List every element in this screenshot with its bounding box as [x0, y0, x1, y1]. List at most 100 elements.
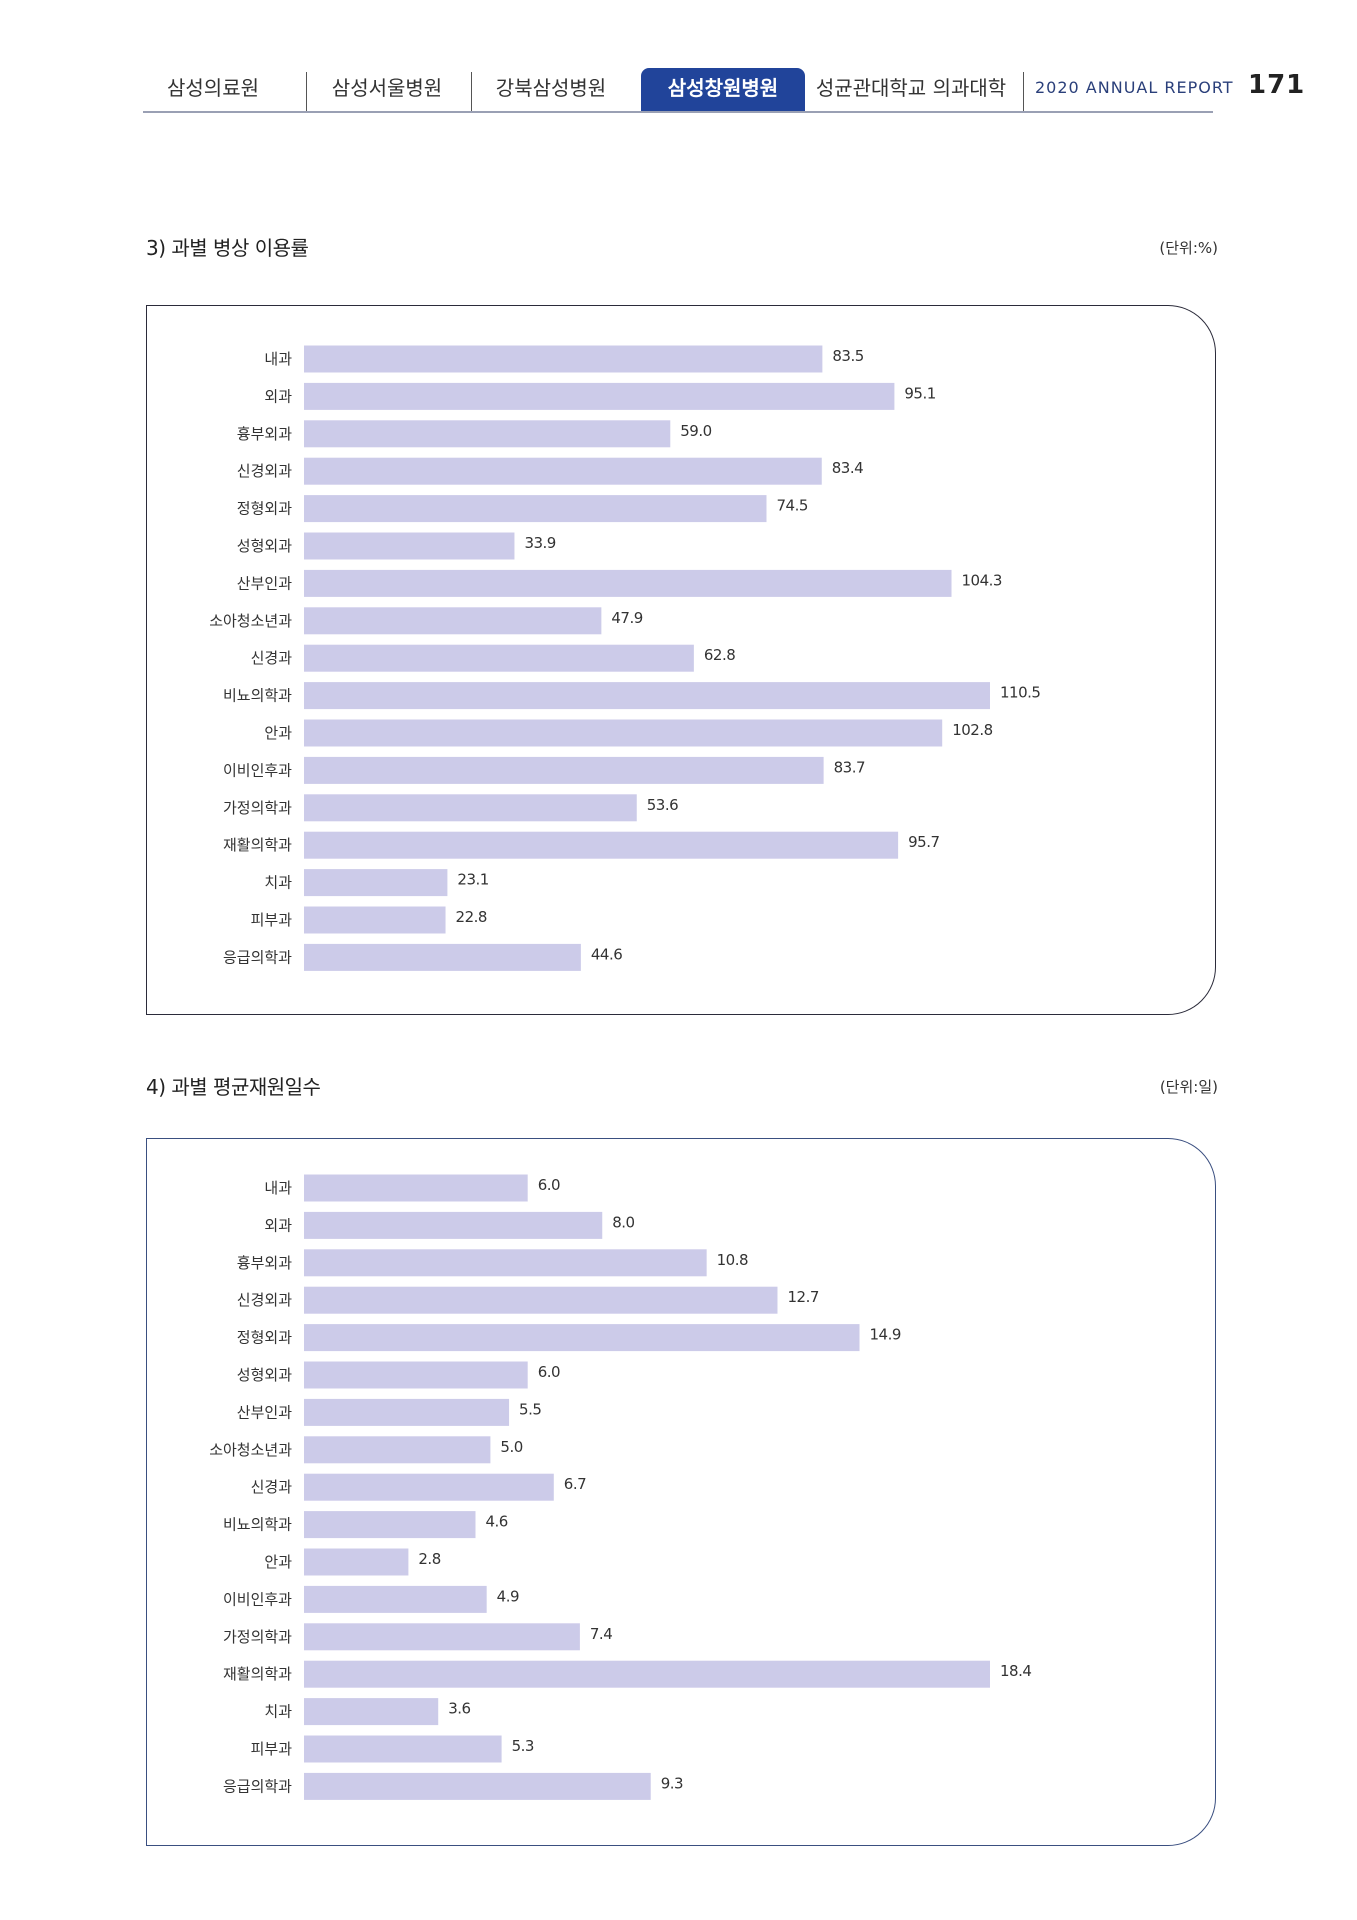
- bar: [304, 1361, 528, 1389]
- category-label: 안과: [264, 1553, 292, 1571]
- value-label: 83.7: [834, 758, 865, 776]
- bar: [304, 1735, 502, 1763]
- bar: [304, 1511, 476, 1539]
- value-label: 74.5: [777, 497, 808, 515]
- category-label: 가정의학과: [223, 799, 292, 817]
- category-label: 외과: [264, 1216, 292, 1234]
- bar: [304, 644, 694, 672]
- value-label: 9.3: [661, 1774, 683, 1792]
- value-label: 2.8: [418, 1550, 440, 1568]
- category-label: 성형외과: [237, 1366, 292, 1384]
- category-label: 정형외과: [237, 1329, 292, 1347]
- category-label: 치과: [264, 874, 292, 892]
- bar: [304, 1660, 990, 1688]
- chart-frame-average-stay: 내과 6.0 외과 8.0 흉부외과 10.8 신경외과 12.7 정형외과 14.9 성형외과 6.…: [146, 1138, 1216, 1846]
- bar: [304, 1324, 860, 1352]
- value-label: 5.5: [519, 1400, 541, 1418]
- category-label: 재활의학과: [223, 836, 292, 854]
- bar: [304, 869, 448, 897]
- category-label: 흉부외과: [237, 425, 292, 443]
- value-label: 18.4: [1000, 1662, 1031, 1680]
- value-label: 6.0: [538, 1363, 560, 1381]
- category-label: 신경과: [251, 1478, 293, 1496]
- category-label: 내과: [264, 350, 292, 368]
- category-label: 외과: [264, 387, 292, 405]
- category-label: 피부과: [251, 1740, 293, 1758]
- bar: [304, 831, 899, 859]
- bar: [304, 943, 581, 971]
- category-label: 신경외과: [237, 1291, 292, 1309]
- category-label: 비뇨의학과: [223, 1516, 292, 1534]
- value-label: 10.8: [717, 1251, 748, 1269]
- category-label: 이비인후과: [223, 761, 292, 779]
- bar: [304, 719, 943, 747]
- category-label: 신경과: [251, 649, 293, 667]
- category-label: 내과: [264, 1179, 292, 1197]
- bar: [304, 382, 895, 410]
- category-label: 가정의학과: [223, 1628, 292, 1646]
- value-label: 102.8: [952, 721, 992, 739]
- category-label: 정형외과: [237, 500, 292, 518]
- bar: [304, 1473, 554, 1501]
- value-label: 33.9: [524, 534, 555, 552]
- value-label: 4.6: [486, 1513, 508, 1531]
- category-label: 성형외과: [237, 537, 292, 555]
- tab-kangbuk-samsung-hospital[interactable]: 강북삼성병원: [495, 76, 607, 100]
- category-label: 피부과: [251, 911, 293, 929]
- section-title-average-stay: 4) 과별 평균재원일수: [146, 1075, 321, 1099]
- value-label: 53.6: [647, 796, 678, 814]
- annual-report-label: 2020 ANNUAL REPORT: [1035, 78, 1234, 97]
- section-title-bed-occupancy: 3) 과별 병상 이용률: [146, 236, 309, 260]
- bar-chart-average-stay: 내과 6.0 외과 8.0 흉부외과 10.8 신경외과 12.7 정형외과 14.9 성형외과 6.…: [209, 1174, 1032, 1800]
- value-label: 5.3: [512, 1737, 534, 1755]
- tab-samsung-changwon-hospital[interactable]: 삼성창원병원: [641, 68, 805, 112]
- value-label: 12.7: [787, 1288, 818, 1306]
- value-label: 62.8: [704, 646, 735, 664]
- bar: [304, 607, 602, 635]
- category-label: 소아청소년과: [209, 612, 292, 630]
- bar: [304, 457, 822, 485]
- bar: [304, 420, 671, 448]
- value-label: 6.0: [538, 1176, 560, 1194]
- bar: [304, 1174, 528, 1202]
- value-label: 4.9: [497, 1587, 519, 1605]
- bar: [304, 756, 824, 784]
- category-label: 치과: [264, 1703, 292, 1721]
- category-label: 안과: [264, 724, 292, 742]
- value-label: 95.1: [904, 384, 935, 402]
- bar: [304, 1211, 603, 1239]
- category-label: 산부인과: [237, 574, 292, 592]
- category-label: 비뇨의학과: [223, 687, 292, 705]
- bar: [304, 345, 823, 373]
- category-label: 이비인후과: [223, 1590, 292, 1608]
- tab-divider: [1023, 72, 1024, 112]
- bar: [304, 1286, 778, 1314]
- tab-divider: [471, 72, 472, 112]
- bar: [304, 1436, 491, 1464]
- bar: [304, 1398, 510, 1426]
- value-label: 47.9: [611, 609, 642, 627]
- value-label: 110.5: [1000, 684, 1040, 702]
- category-label: 응급의학과: [223, 1777, 292, 1795]
- value-label: 3.6: [448, 1700, 470, 1718]
- category-label: 신경외과: [237, 462, 292, 480]
- value-label: 23.1: [457, 871, 488, 889]
- bar: [304, 682, 990, 710]
- value-label: 95.7: [908, 833, 939, 851]
- tab-skku-school-of-medicine[interactable]: 성균관대학교 의과대학: [815, 76, 1007, 100]
- value-label: 83.4: [832, 459, 863, 477]
- value-label: 14.9: [870, 1326, 901, 1344]
- value-label: 7.4: [590, 1625, 612, 1643]
- value-label: 6.7: [564, 1475, 586, 1493]
- value-label: 83.5: [832, 347, 863, 365]
- tab-samsung-seoul-hospital[interactable]: 삼성서울병원: [331, 76, 443, 100]
- bar: [304, 1772, 651, 1800]
- value-label: 59.0: [680, 422, 711, 440]
- page-number: 171: [1248, 70, 1306, 100]
- unit-label-percent: (단위:%): [1159, 239, 1218, 257]
- tab-samsung-medical-center[interactable]: 삼성의료원: [167, 76, 259, 100]
- header-rule: [143, 111, 1213, 113]
- bar: [304, 906, 446, 934]
- bar-chart-bed-occupancy: 내과 83.5 외과 95.1 흉부외과 59.0 신경외과 83.4 정형외과 74.5 성형외과…: [209, 345, 1041, 971]
- category-label: 응급의학과: [223, 948, 292, 966]
